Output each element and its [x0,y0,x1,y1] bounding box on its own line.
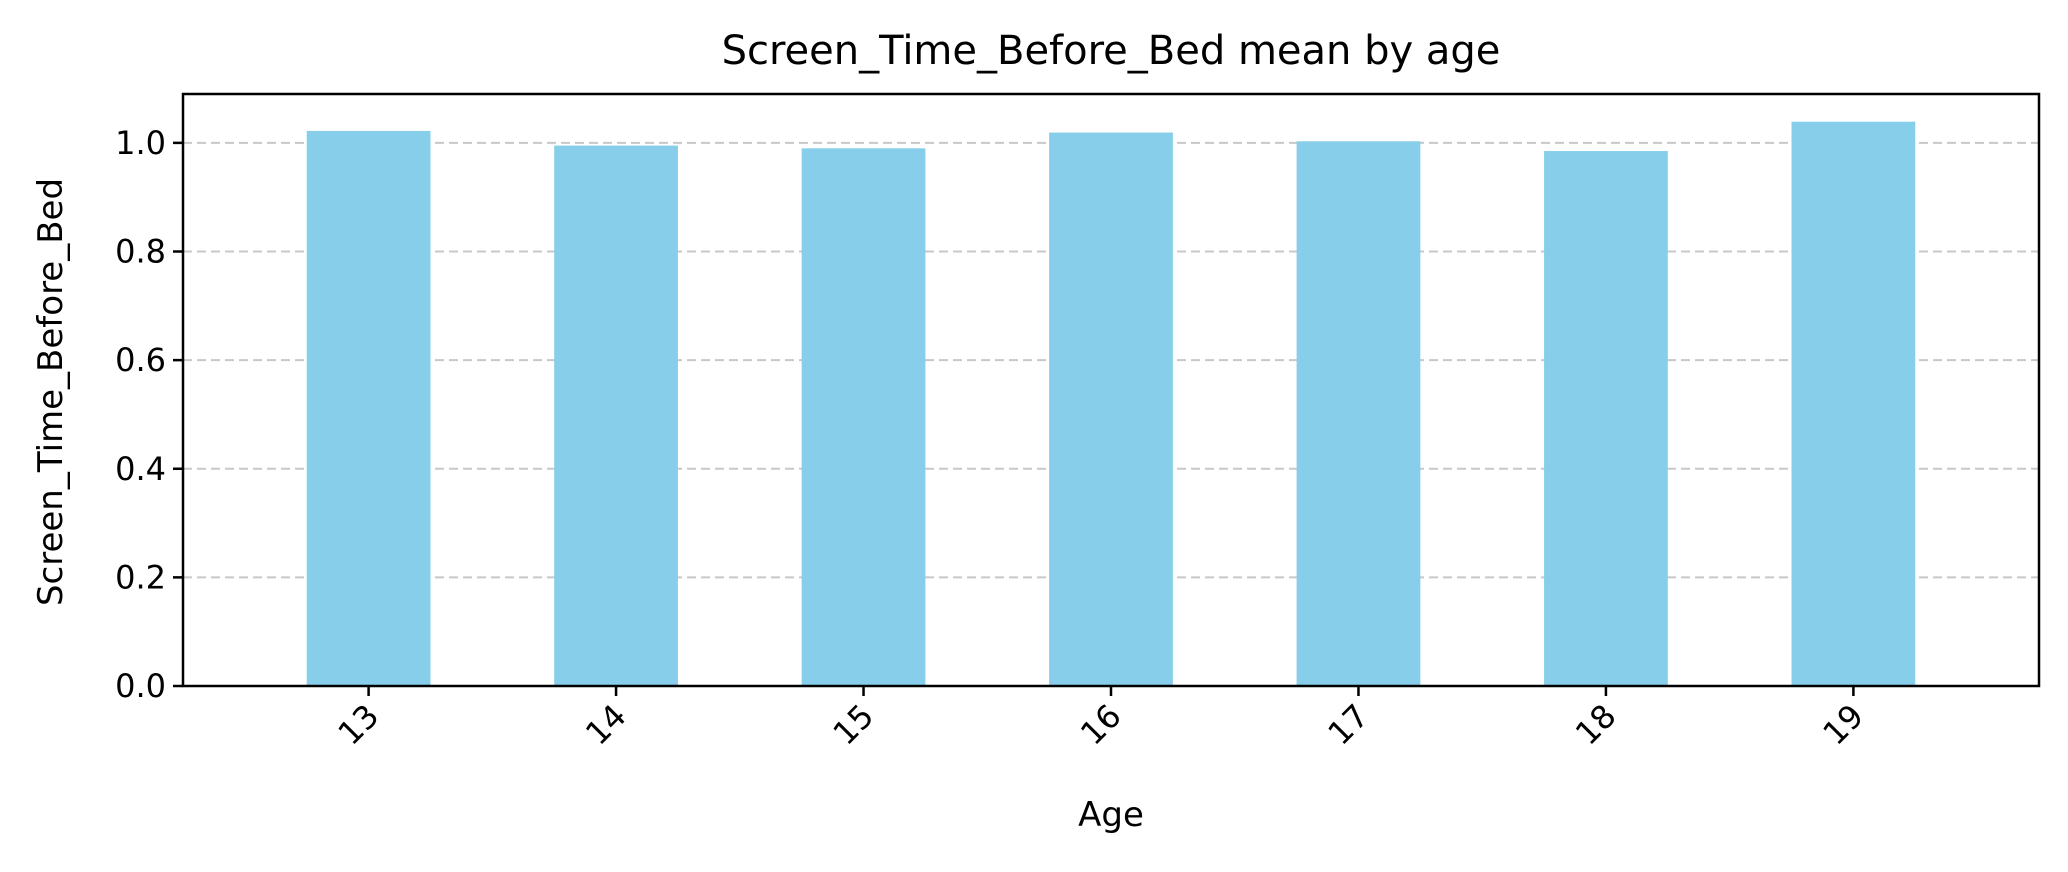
bar-14 [554,145,678,687]
x-axis-ticks: 13 14 15 16 17 18 19 [331,686,1871,752]
y-tick-label: 0.8 [115,233,166,271]
bar-13 [306,130,431,686]
y-tick-label: 0.2 [115,558,166,596]
x-tick-label: 19 [1815,697,1871,753]
chart-title: Screen_Time_Before_Bed mean by age [722,28,1501,74]
bar-16 [1049,132,1173,686]
bar-15 [801,148,926,687]
bar-18 [1544,151,1668,686]
y-axis-ticks: 0.0 0.2 0.4 0.6 0.8 1.0 [115,124,183,705]
y-axis-label: Screen_Time_Before_Bed [31,178,71,606]
x-axis-label: Age [1078,795,1144,835]
x-tick-label: 15 [826,697,882,753]
y-tick-label: 0.6 [115,341,166,379]
bar-17 [1296,141,1421,687]
bar-19 [1791,121,1916,686]
y-tick-label: 1.0 [115,124,166,162]
x-tick-label: 18 [1568,697,1624,753]
x-tick-label: 16 [1073,697,1129,753]
x-tick-label: 13 [331,697,387,753]
bars [306,121,1916,687]
y-tick-label: 0.0 [115,667,166,705]
x-tick-label: 17 [1320,697,1376,753]
x-tick-label: 14 [578,697,634,753]
y-tick-label: 0.4 [115,450,166,488]
